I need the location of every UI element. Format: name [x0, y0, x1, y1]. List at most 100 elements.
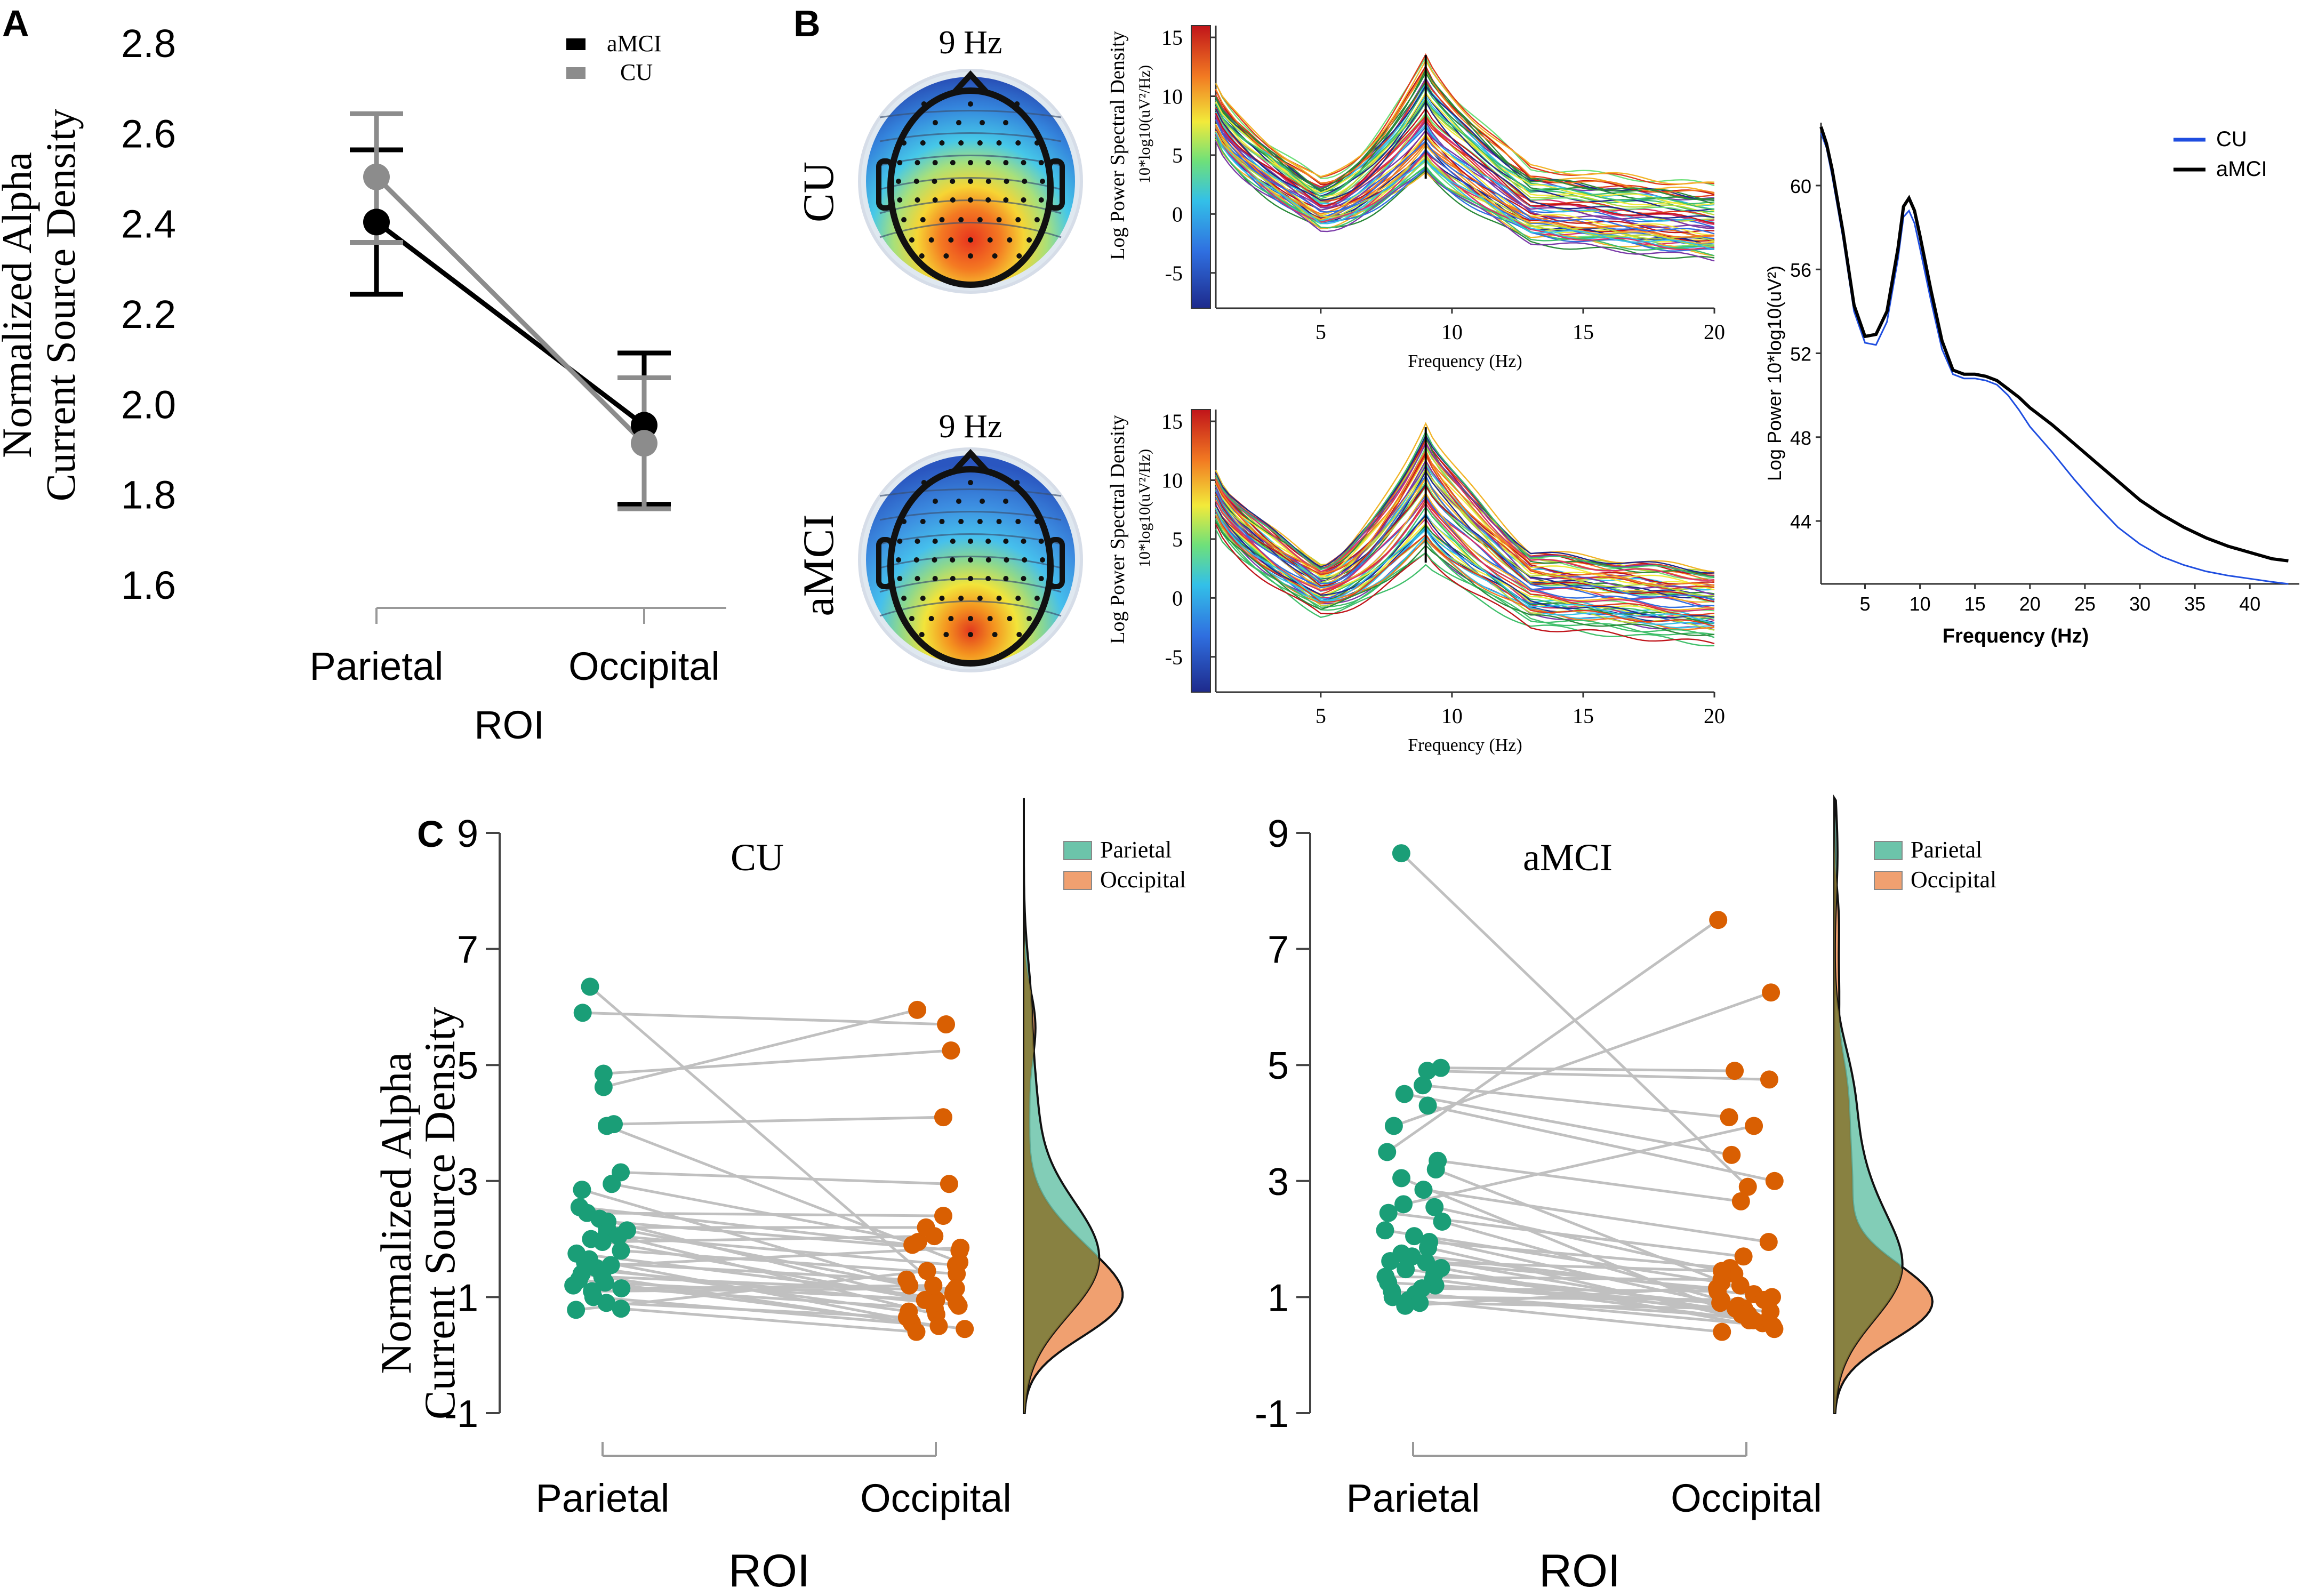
topomap-cu-electrode	[1034, 217, 1040, 222]
rain-amci-legend-swatch-parietal	[1874, 841, 1903, 860]
topomap-amci-electrode	[987, 616, 993, 621]
spectrum-xtick-label: 15	[1573, 704, 1594, 728]
rain-amci-ytick-label: 1	[1268, 1277, 1289, 1319]
spectrum-channel-trace	[1215, 134, 1715, 251]
rain-cu-legend-swatch-parietal	[1063, 841, 1092, 860]
spectrum-channel-trace	[1215, 132, 1715, 250]
spectrum-channel-trace	[1215, 440, 1715, 581]
rain-amci-legend-swatch-occipital	[1874, 871, 1903, 890]
topomap-cu-electrode	[1014, 101, 1020, 107]
rain-cu-point-parietal	[609, 1227, 628, 1246]
topomap-cu-contour	[879, 110, 1062, 118]
rain-cu-title: CU	[731, 836, 784, 879]
rain-amci-point-parietal	[1376, 1221, 1394, 1240]
topomap-cu-electrode	[932, 197, 938, 203]
spectrum-channel-trace	[1215, 141, 1715, 262]
panel-a-point-cu	[631, 430, 657, 457]
topomap-cu-contour	[879, 177, 1062, 190]
rain-cu-pair-line	[575, 1269, 927, 1311]
rain-cu-legend-occipital: Occipital	[1100, 867, 1186, 893]
topomap-amci-right-ear	[1047, 537, 1065, 589]
spectrum-xlabel: Frequency (Hz)	[1408, 735, 1522, 755]
topomap-amci-electrode	[901, 519, 907, 524]
topomap-cu-left-ear	[876, 158, 894, 211]
topomap-cu-electrode	[968, 160, 973, 165]
topomap-amci-electrode	[932, 557, 937, 563]
rain-cu-pair-line	[587, 1212, 943, 1217]
rain-amci-ytick-label: 3	[1268, 1161, 1289, 1204]
panel-c-ylabel-line1: Normalized Alpha	[372, 1052, 420, 1374]
average-line-amci	[1819, 126, 2289, 563]
panel-a-series-line-amci	[375, 220, 646, 428]
topomap-cu-electrode	[901, 140, 907, 146]
average-ytick-label: 52	[1790, 343, 1811, 365]
rain-amci-point-occipital	[1726, 1062, 1744, 1080]
spectrum-ytick-label: -5	[1165, 261, 1183, 285]
rain-cu-xlabel: ROI	[728, 1545, 810, 1596]
topomap-amci-electrode	[901, 596, 907, 601]
rain-cu-point-parietal	[612, 1300, 630, 1318]
rain-cu-point-parietal	[581, 977, 599, 996]
rain-amci-pair-line	[1440, 1066, 1735, 1072]
average-ytick-label: 60	[1790, 175, 1811, 197]
topomap-cu-electrode	[1003, 197, 1009, 203]
spectrum-ytick-label: 15	[1161, 26, 1183, 50]
average-xtick-label: 5	[1859, 593, 1870, 615]
rain-cu-point-occipital	[940, 1175, 958, 1193]
panel-a-ytick-label: 2.2	[121, 292, 176, 336]
topomap-amci-electrode	[1021, 539, 1026, 544]
topomap-amci-electrode	[950, 539, 956, 544]
spectrum-ytick-label: 0	[1172, 586, 1183, 610]
topomap-amci-electrode	[996, 519, 1002, 524]
topomap-cu-electrode	[897, 197, 903, 203]
spectrum-channel-trace	[1215, 449, 1715, 586]
topomap-amci-electrode	[985, 557, 991, 563]
topomap-cu-electrode	[985, 197, 991, 203]
topomap-amci-group: aMCI	[794, 514, 843, 616]
panel-a-ylabel-line2: Current Source Density	[37, 109, 84, 502]
rain-cu-pair-line	[582, 1011, 947, 1026]
rain-amci-point-parietal	[1405, 1227, 1424, 1246]
topomap-cu-electrode	[1015, 217, 1021, 222]
topomap-cu-electrode	[1016, 253, 1022, 259]
rain-amci-pair-line	[1392, 1295, 1764, 1302]
topomap-amci-electrode	[977, 596, 983, 601]
rain-amci-point-occipital	[1760, 1070, 1778, 1089]
rain-cu-point-parietal	[564, 1276, 583, 1295]
spectrum-colorbar	[1191, 25, 1211, 309]
spectrum-channel-trace	[1215, 463, 1715, 591]
spectrum-channel-trace	[1215, 519, 1715, 638]
rain-amci-legend-parietal: Parietal	[1911, 837, 1982, 863]
rain-cu-point-parietal	[593, 1262, 612, 1280]
rain-cu-point-occipital	[908, 1000, 927, 1019]
panel-c-ylabel-line2: Current Source Density	[415, 1007, 464, 1419]
topomap-cu-electrode	[996, 217, 1002, 222]
rain-amci-point-occipital	[1720, 1108, 1738, 1127]
topomap-cu-electrode	[958, 217, 964, 222]
spectrum-yunit: 10*log10(uV²/Hz)	[1136, 65, 1153, 183]
topomap-amci-electrode	[1038, 576, 1044, 581]
rain-amci-pair-line	[1385, 1229, 1722, 1284]
topomap-cu-electrode	[1040, 179, 1045, 184]
average-xtick-label: 20	[2019, 593, 2041, 615]
panel-a-xtick-occipital: Occipital	[568, 644, 720, 688]
rain-amci-point-parietal	[1425, 1198, 1444, 1216]
rain-amci-point-occipital	[1731, 1276, 1750, 1295]
topomap-amci-electrode	[909, 616, 915, 621]
topomap-amci-electrode	[968, 576, 973, 581]
topomap-amci-electrode	[1003, 499, 1009, 504]
rain-cu-xtick-occipital: Occipital	[860, 1476, 1012, 1520]
topomap-cu-electrode	[1038, 197, 1044, 203]
panel-b-average-spectrum: Log Power 10*log10(uV²) Frequency (Hz) C…	[1763, 123, 2299, 647]
topomap-cu-electrode	[948, 237, 954, 243]
topomap-cu-contour	[879, 222, 1062, 238]
rain-cu-pair-line	[621, 1249, 957, 1276]
topomap-amci-electrode	[920, 596, 926, 601]
average-legend-amci: aMCI	[2216, 157, 2267, 181]
topomap-amci-electrode	[968, 616, 973, 621]
panel-a-legend-amci: aMCI	[607, 30, 662, 57]
topomap-amci-electrode	[1004, 557, 1009, 563]
rain-cu-point-occipital	[934, 1108, 952, 1127]
rain-amci-pair-line	[1437, 1159, 1742, 1203]
topomap-amci-electrode	[1015, 596, 1021, 601]
